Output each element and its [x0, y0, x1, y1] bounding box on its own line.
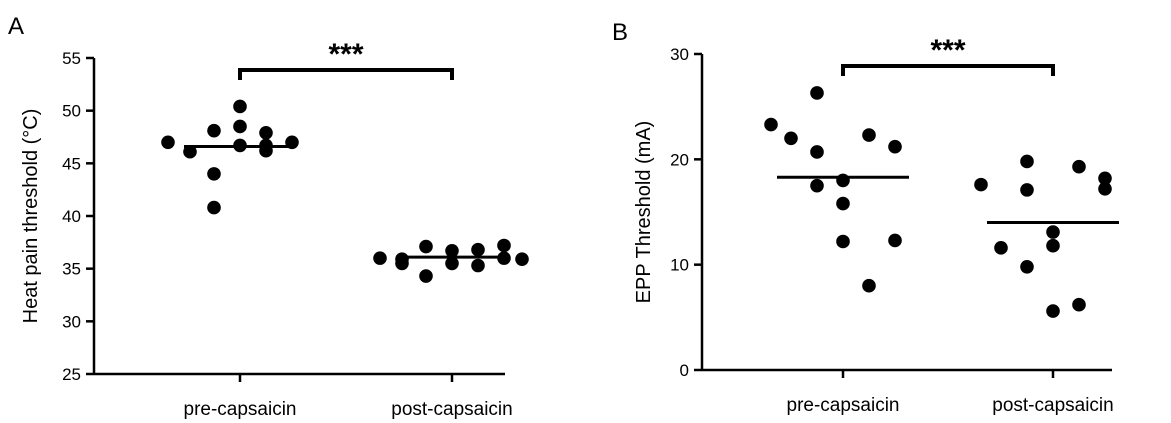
- data-point: [183, 144, 197, 159]
- data-point: [207, 123, 221, 138]
- data-point: [1020, 259, 1034, 274]
- y-tick-label: 30: [670, 45, 689, 64]
- x-tick-label: post-capsaicin: [391, 399, 512, 420]
- data-point: [1046, 304, 1060, 318]
- x-tick-label: pre-capsaicin: [787, 395, 900, 416]
- data-point: [836, 173, 850, 188]
- y-tick-label: 25: [62, 365, 81, 384]
- data-point: [862, 128, 876, 142]
- data-point: [161, 135, 175, 150]
- data-point: [974, 177, 988, 192]
- x-tick-label: post-capsaicin: [992, 395, 1113, 416]
- data-point: [1046, 225, 1060, 239]
- data-point: [810, 178, 824, 193]
- data-point: [1098, 171, 1112, 186]
- y-tick-label: 0: [680, 361, 689, 380]
- data-point: [836, 234, 850, 249]
- y-tick-label: 10: [670, 256, 689, 275]
- y-tick-label: 30: [62, 312, 81, 331]
- data-point: [1098, 182, 1112, 196]
- data-point: [810, 145, 824, 159]
- y-axis-title: Heat pain threshold (°C): [20, 109, 42, 324]
- y-tick-label: 55: [62, 49, 81, 68]
- data-point: [888, 139, 902, 154]
- significance-bracket: [841, 64, 1055, 76]
- data-point: [810, 86, 824, 100]
- data-point: [445, 256, 459, 271]
- data-point: [445, 243, 459, 258]
- panel-letter: B: [612, 19, 628, 46]
- y-tick-label: 40: [62, 207, 81, 226]
- data-point: [207, 167, 221, 181]
- significance-label: ***: [930, 34, 965, 67]
- data-point: [862, 278, 876, 293]
- data-point: [373, 251, 387, 265]
- data-point: [471, 242, 485, 257]
- data-point: [515, 252, 529, 266]
- significance-label: ***: [328, 38, 363, 71]
- data-point: [1046, 238, 1060, 253]
- data-point: [207, 200, 221, 215]
- data-point: [888, 233, 902, 248]
- y-tick-label: 20: [670, 150, 689, 169]
- data-point: [233, 119, 247, 134]
- data-point: [784, 131, 798, 146]
- data-point: [419, 239, 433, 254]
- panel-b: B 0 10 20 30 EPP Threshold (mA) pre-capsaicin p…: [612, 19, 1119, 416]
- x-tick-label: pre-capsaicin: [184, 399, 297, 420]
- data-point: [1020, 154, 1034, 169]
- y-tick-label: 35: [62, 260, 81, 279]
- data-point: [764, 117, 778, 132]
- data-point: [1072, 297, 1086, 312]
- panel-letter: A: [8, 13, 24, 40]
- data-point: [497, 238, 511, 253]
- data-point: [1020, 183, 1034, 197]
- significance-bracket: [238, 68, 454, 80]
- data-point: [471, 258, 485, 273]
- data-point: [1072, 159, 1086, 174]
- data-point: [233, 99, 247, 114]
- data-point: [395, 256, 409, 271]
- panel-a: A 25 30 35 40 45 50 55 Heat pain threshold (°C) p…: [8, 13, 529, 420]
- y-tick-label: 50: [62, 102, 81, 121]
- data-point: [259, 125, 273, 140]
- y-axis-title: EPP Threshold (mA): [633, 121, 655, 304]
- data-point: [836, 196, 850, 211]
- data-point: [419, 269, 433, 283]
- y-tick-label: 45: [62, 154, 81, 173]
- data-point: [994, 241, 1008, 255]
